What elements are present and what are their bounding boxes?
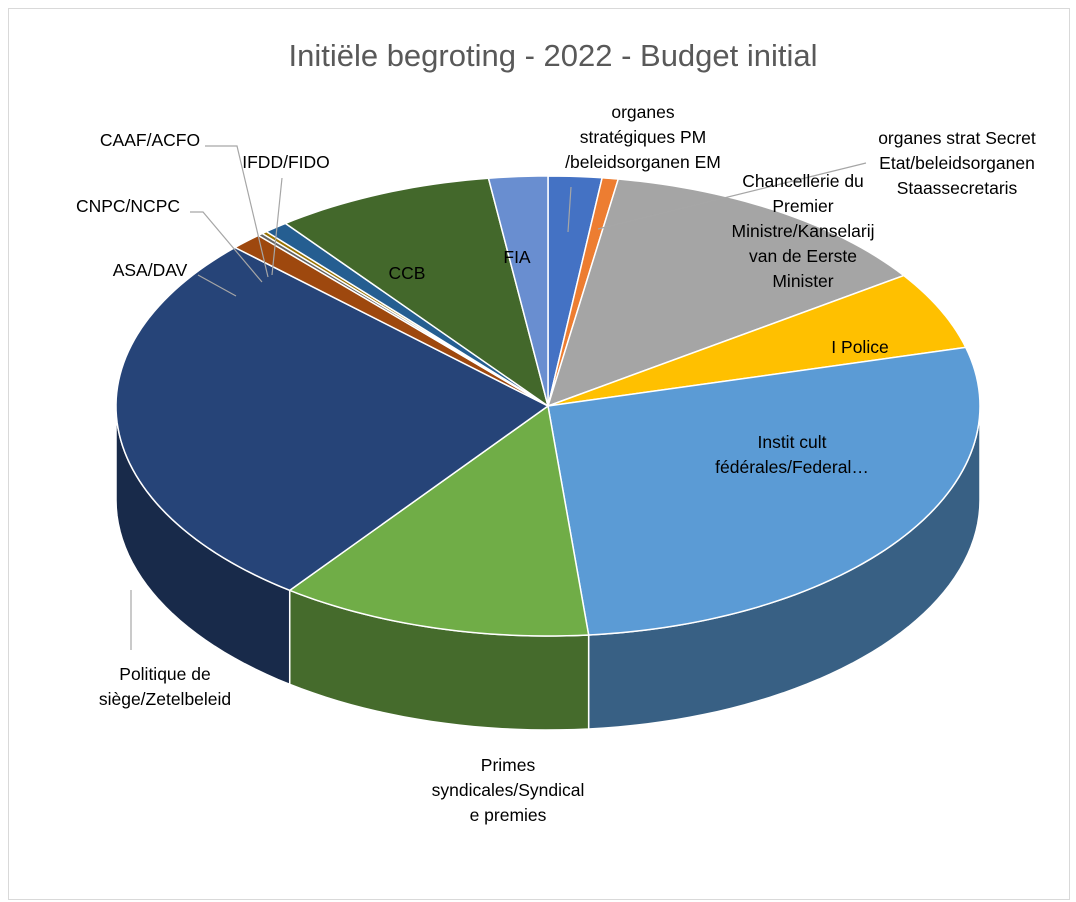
data-label-cnpc-ncpc: CNPC/NCPC: [76, 196, 180, 216]
leader-lines: [130, 145, 867, 650]
slice-instit-cult-federales-federal: [547, 346, 981, 636]
data-label-line: CNPC/NCPC: [76, 196, 180, 216]
data-label-fia: FIA: [503, 247, 531, 267]
chart-title: Initiële begroting - 2022 - Budget initi…: [288, 38, 817, 73]
data-label-line: Ministre/Kanselarij: [732, 221, 875, 241]
data-label-line: stratégiques PM: [580, 127, 706, 147]
data-label-line: Staassecretaris: [897, 178, 1018, 198]
data-label-organes-strat-secret-etat-beleidsorganen-staassecretaris: organes strat Secret Etat/beleidsorganen S…: [878, 128, 1036, 198]
data-label-line: organes: [611, 102, 674, 122]
data-label-line: CAAF/ACFO: [100, 130, 200, 150]
data-label-line: Primes: [481, 755, 536, 775]
data-label-i-police: I Police: [831, 337, 888, 357]
data-label-ifdd-fido: IFDD/FIDO: [242, 152, 330, 172]
data-label-line: fédérales/Federal…: [715, 457, 869, 477]
data-label-line: syndicales/Syndical: [432, 780, 585, 800]
data-label-line: CCB: [389, 263, 426, 283]
data-label-asa-dav: ASA/DAV: [113, 260, 188, 280]
leader-line-cnpc-ncpc: [190, 211, 263, 283]
data-label-line: Premier: [772, 196, 833, 216]
data-label-politique-de-siege-zetelbeleid: Politique de siège/Zetelbeleid: [99, 664, 231, 709]
leader-line-ifdd-fido: [271, 177, 283, 276]
leader-line-caaf-acfo: [205, 145, 269, 278]
slice-politique-de-siege-zetelbeleid: [115, 246, 549, 592]
data-label-line: IFDD/FIDO: [242, 152, 330, 172]
leader-line-asa-dav: [197, 274, 237, 297]
data-label-line: I Police: [831, 337, 888, 357]
pie-tops: [115, 175, 981, 637]
data-label-line: e premies: [470, 805, 547, 825]
leader-line-organes-strategiques-pm-beleidsorganen-em: [567, 186, 572, 233]
data-label-instit-cult-federales-federal: Instit cult fédérales/Federal…: [715, 432, 869, 477]
data-label-line: organes strat Secret: [878, 128, 1036, 148]
data-label-line: Etat/beleidsorganen: [879, 153, 1035, 173]
data-label-line: siège/Zetelbeleid: [99, 689, 231, 709]
leader-line-organes-strat-secret-etat-beleidsorganen-staassecretaris: [597, 162, 867, 230]
data-label-line: /beleidsorganen EM: [565, 152, 721, 172]
slice-i-police: [547, 274, 967, 407]
data-label-line: FIA: [503, 247, 531, 267]
slice-primes-syndicales-syndicale-premies: [288, 405, 590, 637]
data-label-organes-strategiques-pm-beleidsorganen-em: organes stratégiques PM/beleidsorganen EM: [565, 102, 721, 172]
chart-area: [8, 8, 1070, 900]
slice-labels: organes stratégiques PM/beleidsorganen EM…: [76, 102, 1036, 825]
data-label-line: Instit cult: [757, 432, 826, 452]
data-label-line: Politique de: [119, 664, 210, 684]
data-label-chancellerie-du-premier-ministre-kanselarij-van-de-eerste-minister: Chancellerie du Premier Ministre/Kanselari…: [732, 171, 875, 291]
data-label-caaf-acfo: CAAF/ACFO: [100, 130, 200, 150]
slice-ccb: [284, 177, 549, 407]
data-label-line: van de Eerste: [749, 246, 857, 266]
data-label-line: Chancellerie du: [742, 171, 864, 191]
data-label-line: Minister: [772, 271, 833, 291]
slice-fia: [487, 175, 549, 407]
data-label-line: ASA/DAV: [113, 260, 188, 280]
slice-chancellerie-du-premier-ministre-kanselarij-van-de-eerste-minister: [547, 178, 905, 407]
data-label-ccb: CCB: [389, 263, 426, 283]
data-label-primes-syndicales-syndicale-premies: Primes syndicales/Syndical e premies: [432, 755, 585, 825]
